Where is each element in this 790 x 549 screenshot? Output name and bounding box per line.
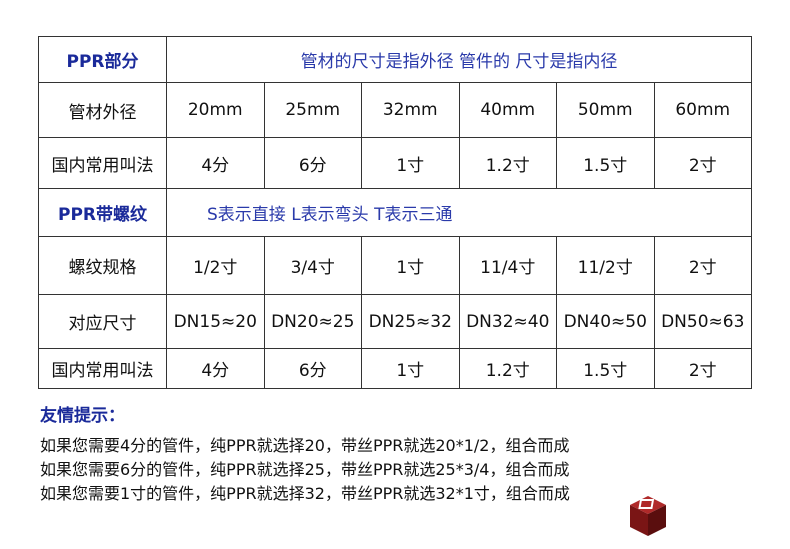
cell: 2寸 <box>653 348 752 389</box>
cell: 2寸 <box>653 236 752 295</box>
cell: DN32≈40 <box>458 294 557 349</box>
watermark-logo <box>628 494 788 544</box>
section1-title: PPR部分 <box>38 36 167 83</box>
row-label: 管材外径 <box>38 82 167 138</box>
cube-logo-icon <box>630 496 666 536</box>
cell: 11/4寸 <box>458 236 557 295</box>
cell: 1.2寸 <box>458 348 557 389</box>
row-label: 对应尺寸 <box>38 294 167 349</box>
cell: 4分 <box>166 348 265 389</box>
table-row: 对应尺寸 DN15≈20 DN20≈25 DN25≈32 DN32≈40 DN4… <box>38 294 752 349</box>
cell: 20mm <box>166 82 265 138</box>
table-row: 国内常用叫法 4分 6分 1寸 1.2寸 1.5寸 2寸 <box>38 348 752 389</box>
cell: 50mm <box>556 82 655 138</box>
cell: 1.2寸 <box>458 137 557 189</box>
table-row: 螺纹规格 1/2寸 3/4寸 1寸 11/4寸 11/2寸 2寸 <box>38 236 752 295</box>
cell: 6分 <box>263 348 362 389</box>
cell: 1寸 <box>361 348 460 389</box>
tip-line: 如果您需要6分的管件，纯PPR就选择25，带丝PPR就选25*3/4，组合而成 <box>40 460 570 479</box>
cell: DN15≈20 <box>166 294 265 349</box>
cell: 40mm <box>458 82 557 138</box>
cell: 11/2寸 <box>556 236 655 295</box>
row-label: 国内常用叫法 <box>38 348 167 389</box>
cell: DN50≈63 <box>653 294 752 349</box>
cell: 1/2寸 <box>166 236 265 295</box>
table-row: 国内常用叫法 4分 6分 1寸 1.2寸 1.5寸 2寸 <box>38 137 752 189</box>
section1-header-row: PPR部分 管材的尺寸是指外径 管件的 尺寸是指内径 <box>38 36 752 83</box>
row-label: 螺纹规格 <box>38 236 167 295</box>
cell: 6分 <box>263 137 362 189</box>
section1-note: 管材的尺寸是指外径 管件的 尺寸是指内径 <box>166 36 752 83</box>
tip-line: 如果您需要1寸的管件，纯PPR就选择32，带丝PPR就选32*1寸，组合而成 <box>40 484 570 503</box>
tip-line: 如果您需要4分的管件，纯PPR就选择20，带丝PPR就选20*1/2，组合而成 <box>40 436 570 455</box>
cell: DN25≈32 <box>361 294 460 349</box>
section2-title: PPR带螺纹 <box>38 188 167 237</box>
cell: DN20≈25 <box>263 294 362 349</box>
cell: 1.5寸 <box>556 137 655 189</box>
tips-title: 友情提示： <box>40 406 125 426</box>
cell: 4分 <box>166 137 265 189</box>
cell: 1寸 <box>361 137 460 189</box>
cell: 2寸 <box>653 137 752 189</box>
cell: DN40≈50 <box>556 294 655 349</box>
cell: 3/4寸 <box>263 236 362 295</box>
cell: 32mm <box>361 82 460 138</box>
ppr-size-table: PPR部分 管材的尺寸是指外径 管件的 尺寸是指内径 管材外径 20mm 25m… <box>38 36 752 389</box>
section2-note: S表示直接 L表示弯头 T表示三通 <box>166 188 752 237</box>
cell: 1.5寸 <box>556 348 655 389</box>
section2-header-row: PPR带螺纹 S表示直接 L表示弯头 T表示三通 <box>38 188 752 237</box>
tips-section: 友情提示： 如果您需要4分的管件，纯PPR就选择20，带丝PPR就选20*1/2… <box>40 404 570 506</box>
cell: 25mm <box>263 82 362 138</box>
table-row: 管材外径 20mm 25mm 32mm 40mm 50mm 60mm <box>38 82 752 138</box>
cell: 60mm <box>653 82 752 138</box>
row-label: 国内常用叫法 <box>38 137 167 189</box>
cell: 1寸 <box>361 236 460 295</box>
